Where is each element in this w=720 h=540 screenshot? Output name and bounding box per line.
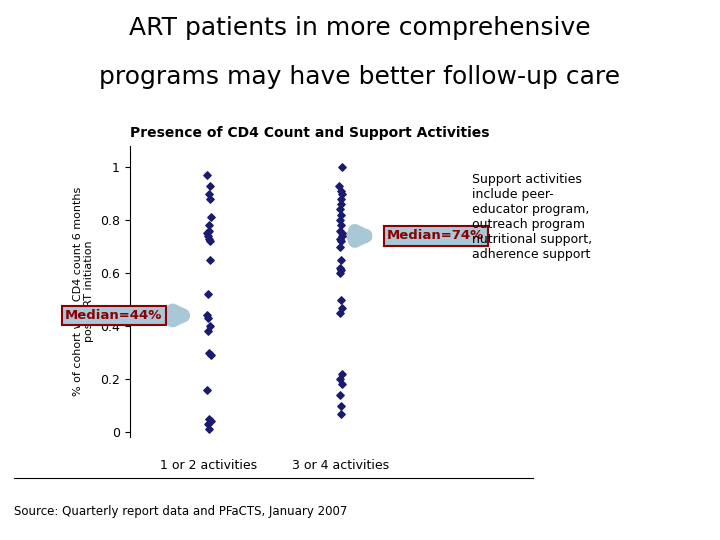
Y-axis label: % of cohort with CD4 count 6 months
post-ART initiation: % of cohort with CD4 count 6 months post… [73, 187, 94, 396]
Point [334, 205, 346, 214]
Point [335, 200, 346, 208]
Point [203, 189, 215, 198]
Text: ART patients in more comprehensive: ART patients in more comprehensive [129, 16, 591, 40]
Point [336, 303, 348, 312]
Point [204, 417, 216, 426]
Text: programs may have better follow-up care: programs may have better follow-up care [99, 65, 621, 89]
Point [202, 229, 213, 238]
Text: Presence of CD4 Count and Support Activities: Presence of CD4 Count and Support Activi… [130, 126, 489, 140]
Point [202, 290, 214, 299]
Point [336, 380, 348, 389]
Point [335, 264, 346, 272]
Point [202, 232, 214, 240]
Point [204, 322, 216, 330]
Point [337, 163, 348, 171]
Point [334, 234, 346, 243]
Text: Source: Quarterly report data and PFaCTS, January 2007: Source: Quarterly report data and PFaCTS… [14, 505, 348, 518]
Point [202, 420, 214, 428]
Point [335, 390, 346, 399]
Point [204, 181, 216, 190]
Point [334, 375, 346, 383]
Point [336, 237, 347, 246]
Point [334, 242, 346, 251]
Text: Median=74%: Median=74% [353, 230, 485, 242]
Text: 1 or 2 activities: 1 or 2 activities [161, 458, 257, 471]
Point [335, 186, 346, 195]
Point [204, 194, 215, 203]
Point [203, 221, 215, 230]
Point [335, 308, 346, 317]
Point [203, 226, 215, 235]
Point [335, 295, 346, 304]
Point [335, 211, 346, 219]
Text: 3 or 4 activities: 3 or 4 activities [292, 458, 390, 471]
Point [335, 226, 346, 235]
Point [204, 351, 216, 360]
Point [335, 269, 346, 278]
Point [335, 401, 346, 410]
Text: Median=44%: Median=44% [65, 309, 183, 322]
Point [204, 237, 215, 246]
Point [203, 425, 215, 434]
Point [335, 221, 346, 230]
Point [203, 348, 215, 357]
Point [336, 409, 347, 418]
Point [336, 232, 348, 240]
Point [333, 181, 345, 190]
Point [202, 327, 213, 336]
Point [335, 215, 346, 224]
Point [337, 369, 348, 378]
Point [204, 255, 216, 264]
Point [204, 415, 215, 423]
Point [336, 229, 348, 238]
Point [202, 314, 214, 322]
Text: Support activities
include peer-
educator program,
outreach program
nutritional : Support activities include peer- educato… [472, 173, 592, 261]
Point [336, 194, 347, 203]
Point [335, 255, 346, 264]
Point [336, 189, 348, 198]
Point [205, 213, 217, 222]
Point [201, 386, 212, 394]
Point [203, 234, 215, 243]
Point [336, 266, 347, 275]
Point [202, 311, 213, 320]
Point [202, 171, 213, 179]
